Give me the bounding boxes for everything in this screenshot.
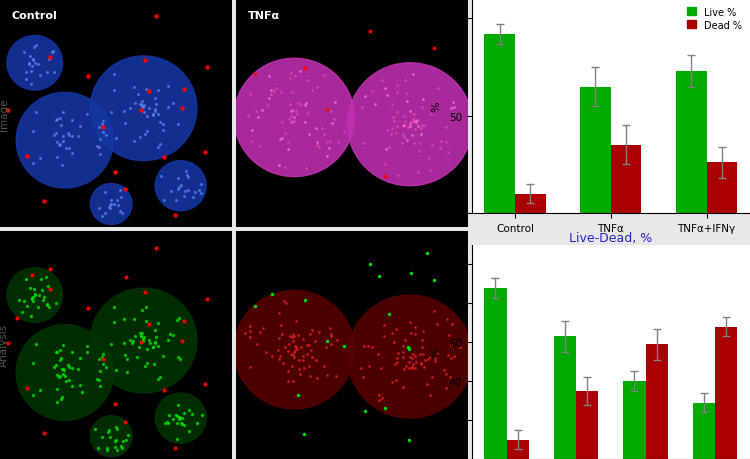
Bar bbox=[580, 87, 610, 213]
Bar bbox=[515, 194, 546, 213]
Bar bbox=[506, 440, 529, 459]
Circle shape bbox=[7, 268, 62, 323]
Bar bbox=[576, 391, 598, 459]
Bar bbox=[610, 146, 641, 213]
Bar bbox=[676, 72, 706, 213]
Circle shape bbox=[90, 289, 197, 393]
Circle shape bbox=[155, 161, 206, 211]
Circle shape bbox=[234, 59, 355, 177]
Text: Image: Image bbox=[0, 99, 9, 131]
Bar bbox=[706, 163, 737, 213]
Y-axis label: %: % bbox=[431, 101, 441, 112]
Circle shape bbox=[90, 57, 197, 161]
Bar bbox=[484, 288, 506, 459]
Circle shape bbox=[16, 325, 113, 420]
Circle shape bbox=[7, 36, 62, 91]
Bar bbox=[484, 35, 515, 213]
Circle shape bbox=[90, 416, 132, 457]
Circle shape bbox=[16, 93, 113, 189]
Y-axis label: %: % bbox=[431, 347, 441, 358]
Text: Analysis: Analysis bbox=[0, 323, 9, 366]
Bar bbox=[693, 403, 715, 459]
Circle shape bbox=[234, 291, 355, 409]
Bar bbox=[554, 337, 576, 459]
Bar bbox=[623, 381, 646, 459]
Circle shape bbox=[347, 296, 472, 418]
Circle shape bbox=[155, 393, 206, 443]
Title: Live-Dead, %: Live-Dead, % bbox=[569, 231, 652, 244]
Circle shape bbox=[90, 184, 132, 225]
Legend: Live %, Dead %: Live %, Dead % bbox=[684, 5, 746, 34]
Circle shape bbox=[347, 64, 472, 186]
Text: TNFα: TNFα bbox=[248, 11, 280, 21]
Bar bbox=[715, 327, 737, 459]
Bar bbox=[646, 345, 668, 459]
Text: Control: Control bbox=[11, 11, 57, 21]
